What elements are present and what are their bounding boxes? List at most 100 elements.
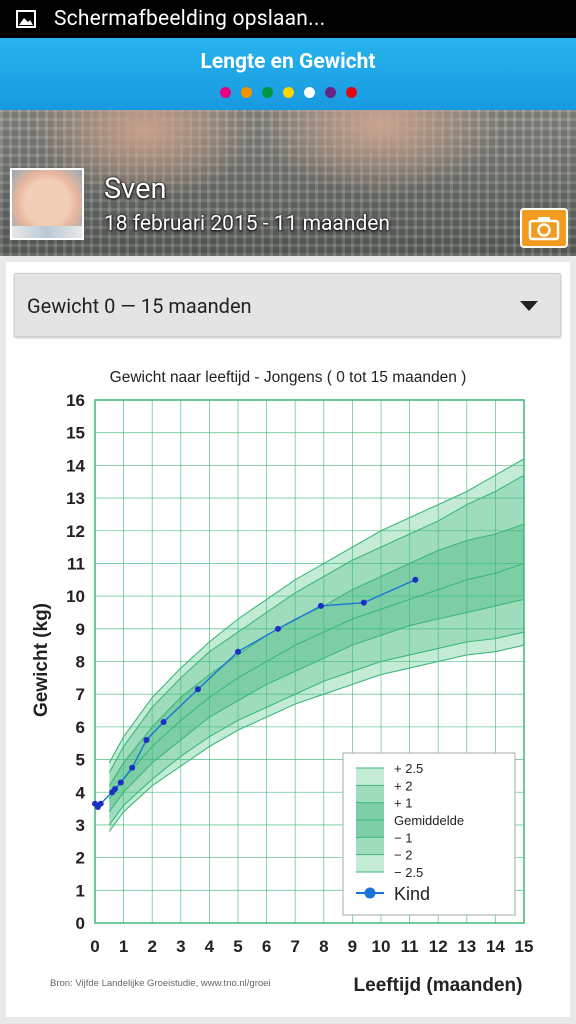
y-axis-label: Gewicht (kg) — [31, 603, 52, 717]
data-point — [112, 785, 119, 792]
x-tick-label: 6 — [262, 937, 271, 956]
legend-label: Gemiddelde — [394, 813, 464, 828]
y-tick-label: 15 — [66, 424, 85, 443]
data-point — [194, 686, 201, 693]
image-icon — [16, 10, 36, 28]
y-tick-label: 2 — [76, 849, 85, 868]
dropdown-arrow-icon — [520, 301, 538, 311]
x-axis-label: Leeftijd (maanden) — [354, 975, 523, 996]
page-dot-6[interactable] — [324, 87, 336, 98]
y-tick-label: 3 — [76, 816, 85, 835]
avatar[interactable] — [10, 168, 84, 240]
legend-swatch — [356, 785, 384, 803]
y-tick-label: 6 — [76, 718, 85, 737]
x-tick-label: 7 — [290, 937, 299, 956]
legend-swatch — [356, 802, 384, 820]
x-tick-label: 2 — [147, 937, 156, 956]
percentile-band — [109, 599, 525, 825]
legend-label: + 1 — [394, 796, 412, 811]
reference-curve — [108, 458, 525, 764]
data-point — [360, 599, 367, 606]
x-tick-label: 3 — [176, 937, 185, 956]
y-tick-label: 4 — [76, 783, 86, 802]
camera-button[interactable] — [520, 208, 568, 248]
x-tick-label: 1 — [119, 937, 128, 956]
x-tick-label: 8 — [319, 937, 328, 956]
data-point — [160, 718, 167, 725]
y-tick-label: 14 — [66, 456, 85, 475]
data-point — [317, 602, 324, 609]
legend-label: − 1 — [394, 830, 412, 845]
x-tick-label: 13 — [457, 937, 476, 956]
page-dot-5[interactable] — [303, 87, 315, 98]
percentile-band — [109, 563, 525, 812]
reference-curve — [108, 474, 525, 773]
y-tick-label: 8 — [76, 653, 85, 672]
y-tick-label: 7 — [76, 685, 85, 704]
app-header: Lengte en Gewicht — [0, 38, 576, 110]
legend-series-label: Kind — [394, 884, 430, 904]
page-dot-1[interactable] — [219, 87, 231, 98]
child-name: Sven — [104, 172, 167, 206]
data-point — [129, 764, 136, 771]
percentile-band — [109, 475, 525, 786]
legend-label: + 2 — [394, 778, 412, 793]
y-tick-label: 13 — [66, 489, 85, 508]
source-note: Bron: Vijfde Landelijke Groeistudie, www… — [50, 978, 271, 989]
legend-series-marker — [364, 887, 376, 899]
percentile-band — [109, 458, 525, 773]
legend-label: + 2.5 — [394, 761, 423, 776]
chart-legend: + 2.5 + 2 + 1 Gemiddelde − 1 − 2 − 2.5 Kind — [342, 752, 516, 916]
plot-border — [94, 399, 525, 924]
y-tick-label: 10 — [66, 587, 85, 606]
y-tick-label: 12 — [66, 522, 85, 541]
y-tick-label: 9 — [76, 620, 85, 639]
data-point — [143, 736, 150, 743]
reference-curve — [108, 631, 525, 826]
legend-swatch — [356, 820, 384, 838]
percentile-band — [109, 632, 525, 832]
page-title: Lengte en Gewicht — [200, 50, 376, 74]
status-text: Schermafbeelding opslaan... — [54, 7, 326, 31]
page-dot-2[interactable] — [240, 87, 252, 98]
camera-icon — [528, 217, 560, 241]
data-point — [97, 800, 104, 807]
data-point — [275, 625, 282, 632]
status-bar: Schermafbeelding opslaan... — [0, 0, 576, 38]
x-tick-label: 9 — [348, 937, 357, 956]
percentile-band — [109, 524, 525, 799]
reference-curve — [108, 598, 525, 813]
x-tick-label: 4 — [205, 937, 215, 956]
x-tick-label: 10 — [372, 937, 391, 956]
page-dot-4[interactable] — [282, 87, 294, 98]
birth-date-age: 18 februari 2015 - 11 maanden — [104, 212, 391, 236]
data-point — [412, 576, 419, 583]
chart-title: Gewicht naar leeftijd - Jongens ( 0 tot … — [110, 369, 467, 386]
dropdown-label: Gewicht 0 — 15 maanden — [27, 294, 252, 318]
y-tick-label: 1 — [76, 881, 85, 900]
legend-label: − 2.5 — [394, 865, 423, 880]
y-tick-label: 11 — [67, 554, 85, 573]
page-dot-3[interactable] — [261, 87, 273, 98]
legend-swatch — [356, 768, 384, 786]
page-indicator — [0, 87, 576, 98]
chart-selector-dropdown[interactable]: Gewicht 0 — 15 maanden — [14, 273, 561, 337]
page-dot-7[interactable] — [345, 87, 357, 98]
y-tick-label: 0 — [76, 914, 85, 933]
profile-banner: Sven 18 februari 2015 - 11 maanden — [0, 110, 576, 256]
x-tick-label: 15 — [515, 937, 534, 956]
data-point — [117, 779, 124, 786]
x-tick-label: 14 — [486, 937, 505, 956]
legend-swatch — [356, 854, 384, 872]
x-tick-label: 12 — [429, 937, 448, 956]
data-point — [235, 648, 241, 655]
reference-curve — [108, 562, 525, 800]
x-tick-label: 0 — [90, 937, 99, 956]
y-tick-label: 5 — [76, 751, 85, 770]
y-tick-label: 16 — [66, 391, 85, 410]
x-tick-label: 5 — [233, 937, 242, 956]
reference-curve — [108, 644, 525, 832]
chart-card: Gewicht 0 — 15 maanden 0 1 2 3 4 5 6 7 8 9 10 11 12 1… — [6, 262, 570, 1017]
legend-swatch — [356, 837, 384, 855]
